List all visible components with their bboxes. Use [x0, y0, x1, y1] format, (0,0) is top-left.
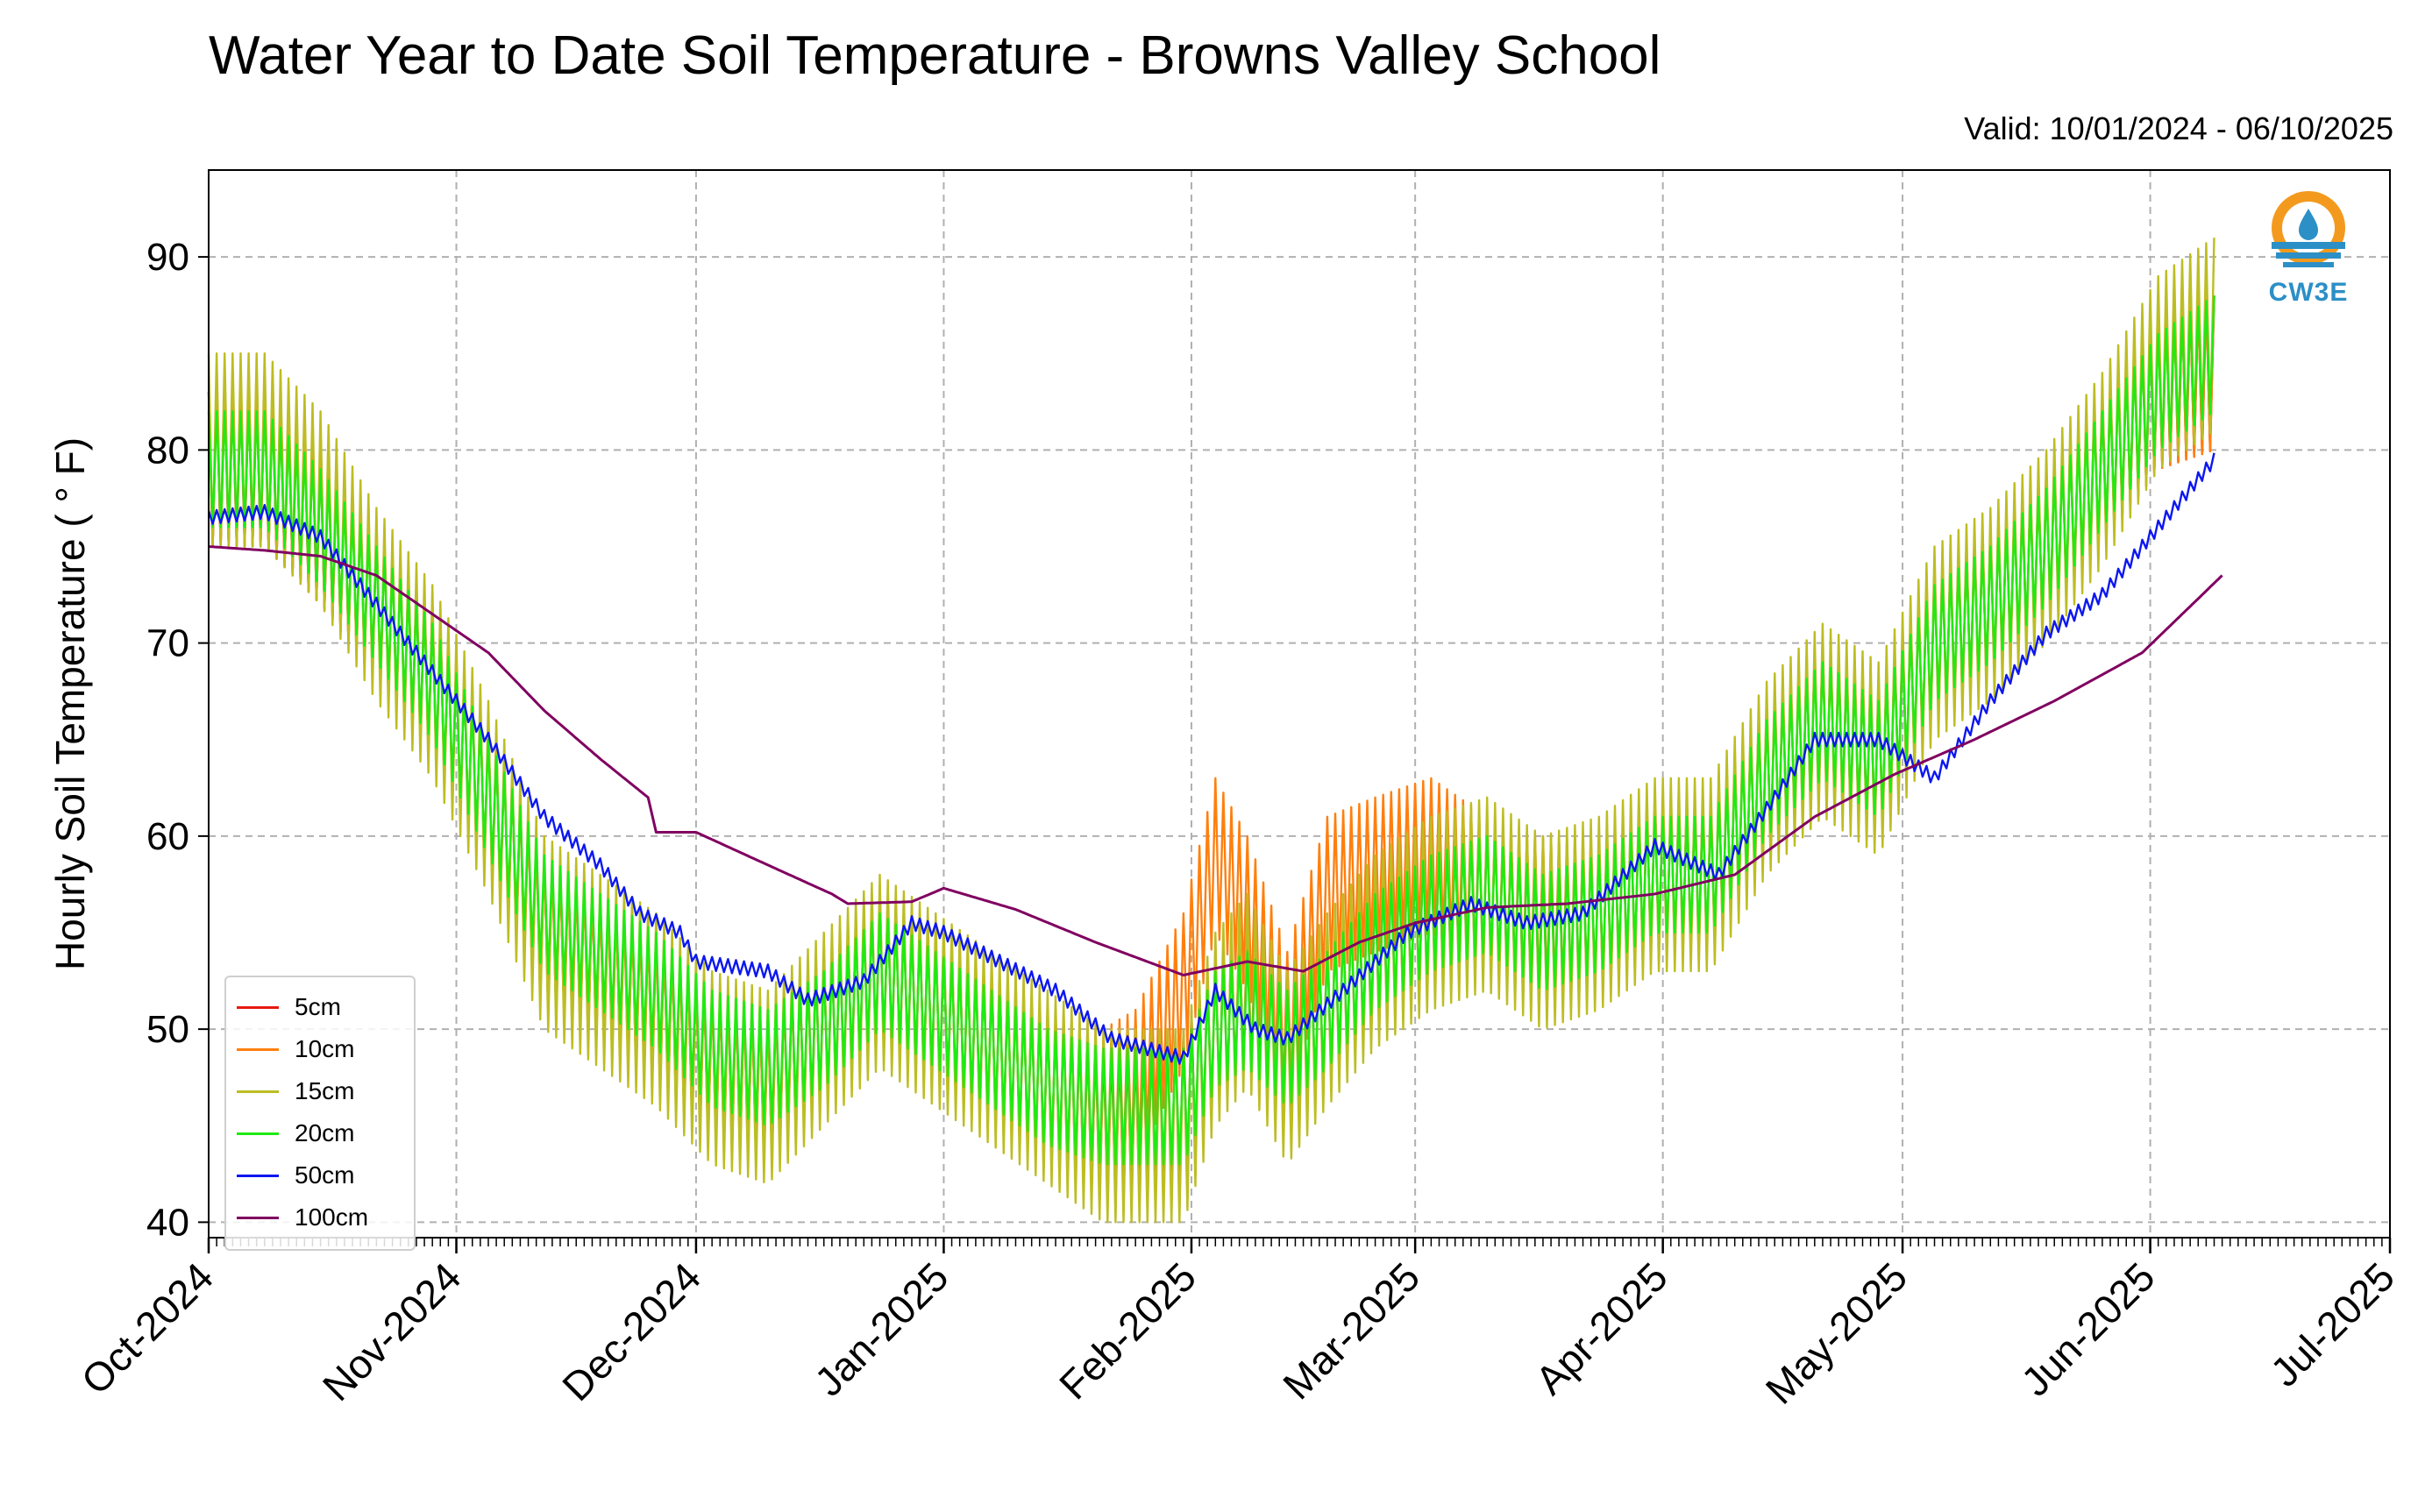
legend-swatch: [237, 1132, 279, 1135]
x-tick-label: Oct-2024: [73, 1253, 223, 1403]
valid-date-range: Valid: 10/01/2024 - 06/10/2025: [1964, 110, 2393, 146]
legend-entry-15cm: 15cm: [237, 1070, 402, 1112]
cw3e-logo-icon: [2272, 191, 2345, 267]
legend-label: 50cm: [295, 1161, 355, 1189]
x-tick-label: Apr-2025: [1526, 1253, 1676, 1403]
legend-label: 100cm: [295, 1203, 369, 1231]
legend-entry-5cm: 5cm: [237, 986, 402, 1028]
logo-text: CW3E: [2268, 278, 2349, 307]
series-line-20cm: [207, 295, 2215, 1166]
x-tick-label: Jul-2025: [2262, 1253, 2404, 1395]
cw3e-logo: CW3E: [2251, 184, 2365, 308]
y-tick-label: 50: [146, 1008, 189, 1051]
legend-entry-100cm: 100cm: [237, 1196, 402, 1239]
legend-entry-10cm: 10cm: [237, 1028, 402, 1070]
legend: 5cm 10cm 15cm 20cm 50cm 100cm: [224, 976, 416, 1251]
legend-entry-50cm: 50cm: [237, 1154, 402, 1196]
legend-entry-20cm: 20cm: [237, 1112, 402, 1154]
legend-swatch: [237, 1005, 279, 1009]
y-tick-label: 80: [146, 429, 189, 472]
axis-layer: 40 50 60 70 80 90 Oct-2024 Nov-2024 Dec-2024 Jan-…: [73, 236, 2404, 1413]
legend-swatch: [237, 1047, 279, 1051]
y-tick-label: 60: [146, 815, 189, 858]
x-tick-label: May-2025: [1757, 1253, 1916, 1412]
series-layer: [207, 238, 2223, 1224]
x-tick-label: Dec-2024: [553, 1253, 709, 1409]
legend-swatch: [237, 1216, 279, 1219]
y-axis-label: Hourly Soil Temperature ( ° F): [47, 437, 93, 970]
chart-title: Water Year to Date Soil Temperature - Br…: [209, 25, 1661, 86]
series-line-100cm: [208, 545, 2223, 976]
x-tick-label: Feb-2025: [1050, 1253, 1205, 1408]
legend-swatch: [237, 1090, 279, 1093]
legend-label: 20cm: [295, 1119, 355, 1146]
x-tick-label: Nov-2024: [314, 1253, 470, 1409]
plot-frame: [208, 169, 2391, 1239]
legend-swatch: [237, 1174, 279, 1177]
legend-label: 15cm: [295, 1077, 355, 1104]
y-tick-label: 70: [146, 622, 189, 665]
x-tick-label: Jan-2025: [806, 1253, 957, 1404]
series-line-50cm: [207, 452, 2215, 1065]
x-tick-label: Jun-2025: [2012, 1253, 2163, 1404]
x-tick-label: Mar-2025: [1274, 1253, 1428, 1408]
y-tick-label: 90: [146, 236, 189, 279]
legend-label: 5cm: [295, 993, 341, 1020]
y-tick-label: 40: [146, 1201, 189, 1244]
legend-label: 10cm: [295, 1035, 355, 1062]
